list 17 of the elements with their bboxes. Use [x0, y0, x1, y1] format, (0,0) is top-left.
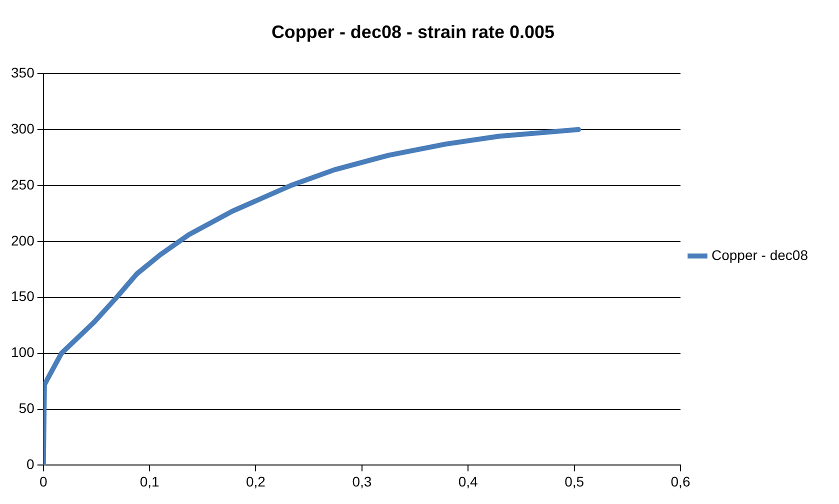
- y-tick-label: 300: [11, 120, 35, 136]
- x-tick-label: 0,4: [458, 473, 478, 490]
- x-tick-label: 0,6: [670, 473, 690, 490]
- x-tick-label: 0,1: [140, 473, 160, 490]
- y-tick-label: 250: [11, 176, 35, 192]
- chart-title: Copper - dec08 - strain rate 0.005: [271, 22, 555, 42]
- y-tick-label: 50: [18, 400, 35, 416]
- legend-label: Copper - dec08: [711, 246, 808, 263]
- y-tick-label: 150: [11, 288, 35, 304]
- x-tick-label: 0,5: [564, 473, 584, 490]
- y-tick-label: 100: [11, 344, 35, 360]
- x-tick-label: 0: [39, 473, 48, 490]
- x-tick-label: 0,2: [246, 473, 266, 490]
- y-tick-label: 0: [26, 456, 35, 472]
- y-tick-label: 350: [11, 64, 35, 80]
- y-tick-label: 200: [11, 232, 35, 248]
- x-tick-label: 0,3: [352, 473, 372, 490]
